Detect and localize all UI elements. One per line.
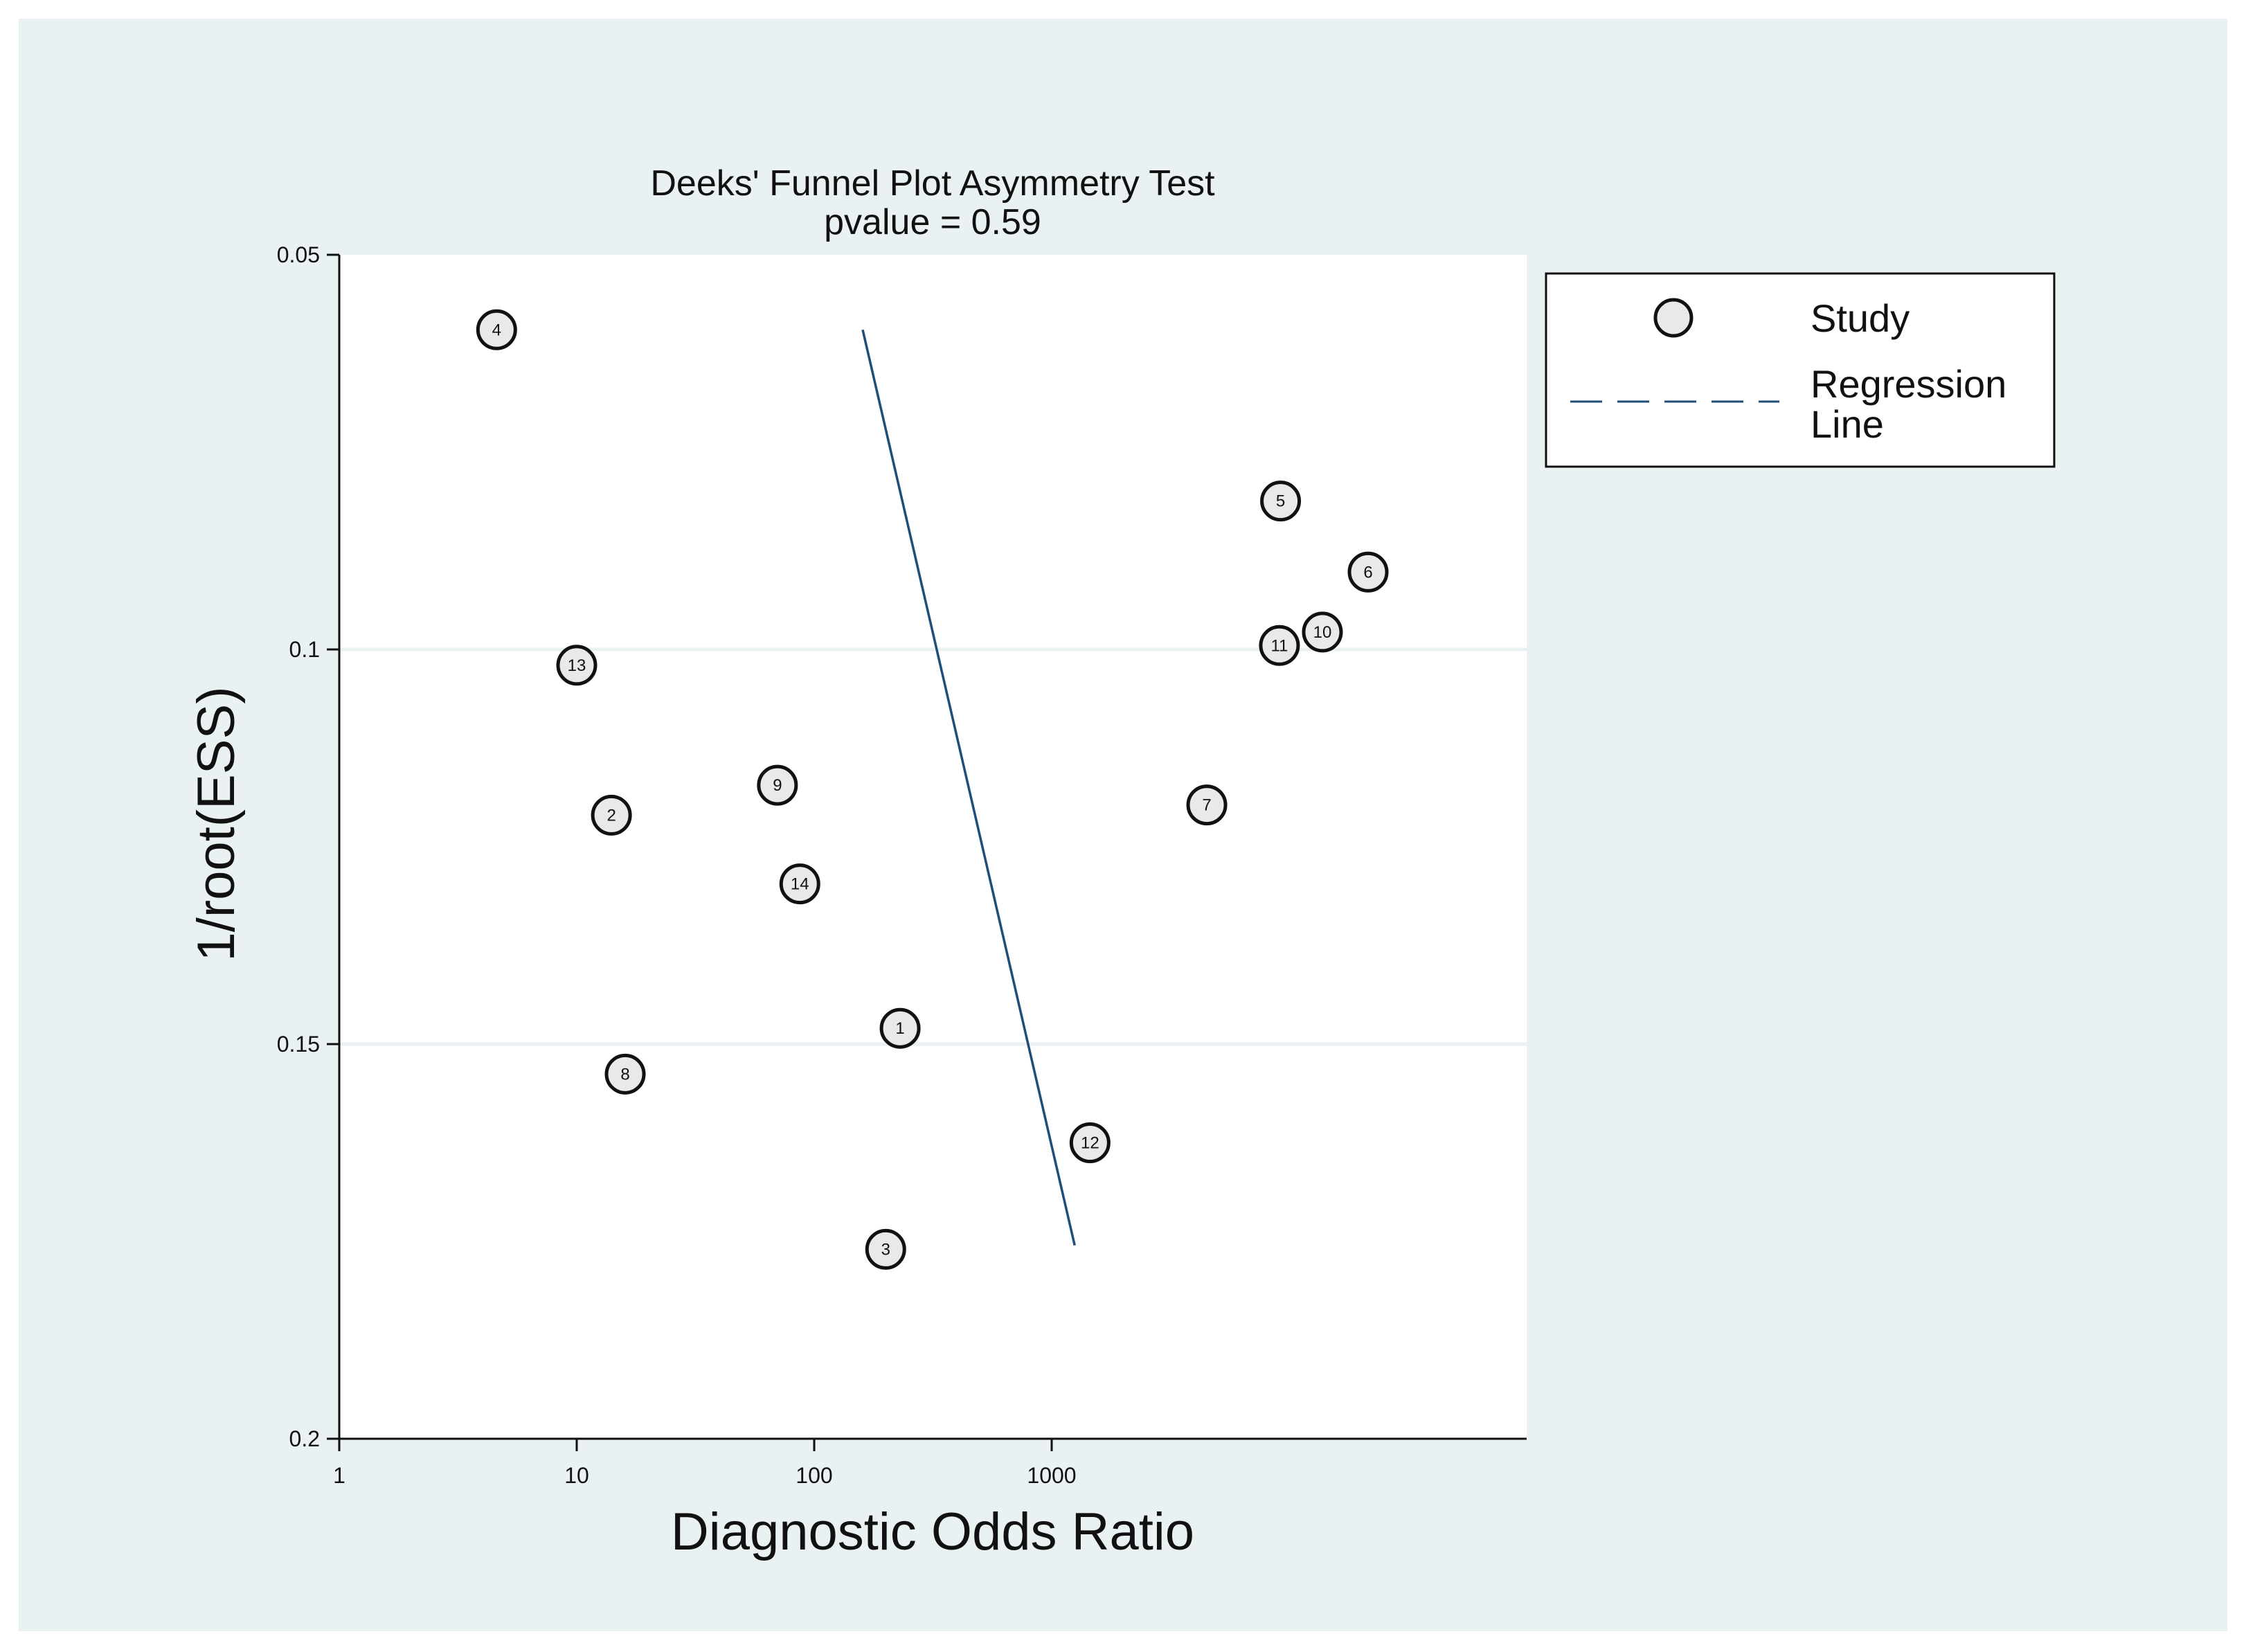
x-axis-ticks: 1 10 100 1000: [333, 1439, 1077, 1488]
x-axis-title: Diagnostic Odds Ratio: [671, 1502, 1194, 1561]
y-axis-title: 1/root(ESS): [187, 686, 246, 961]
y-tick-label-0: 0.05: [277, 242, 320, 267]
legend-study-label: Study: [1811, 296, 1910, 340]
x-tick-label-0: 1: [333, 1463, 345, 1488]
axes: [338, 255, 1527, 1440]
study-point-4: [476, 309, 517, 350]
study-point-label-12: 12: [1081, 1134, 1099, 1153]
study-point-5: [1260, 481, 1302, 522]
x-tick-label-2: 100: [796, 1463, 832, 1488]
study-point-12: [1069, 1122, 1111, 1163]
study-point-label-10: 10: [1313, 623, 1332, 642]
study-point-label-4: 4: [492, 321, 501, 339]
x-tick-label-3: 1000: [1027, 1463, 1076, 1488]
y-axis-ticks: 0.05 0.1 0.15 0.2: [277, 242, 339, 1451]
study-point-13: [556, 645, 598, 686]
study-point-label-9: 9: [773, 776, 782, 795]
legend-study-marker: [1653, 298, 1694, 338]
chart-title: Deeks' Funnel Plot Asymmetry Test: [650, 163, 1215, 204]
study-point-label-5: 5: [1276, 492, 1285, 511]
study-point-label-14: 14: [791, 875, 809, 894]
plot-area: [339, 255, 1527, 1439]
legend: Study Regression Line: [1545, 272, 2056, 468]
study-point-label-2: 2: [607, 806, 616, 825]
legend-regression-label-line2: Line: [1811, 402, 1884, 446]
study-point-3: [865, 1228, 906, 1270]
study-point-2: [591, 794, 632, 836]
study-point-6: [1347, 551, 1389, 593]
study-point-8: [604, 1053, 646, 1095]
y-tick-label-1: 0.1: [289, 637, 320, 662]
study-point-10: [1302, 611, 1343, 653]
study-point-label-8: 8: [620, 1065, 629, 1084]
chart-subtitle: pvalue = 0.59: [824, 202, 1041, 242]
y-tick-label-3: 0.2: [289, 1426, 320, 1451]
study-point-14: [779, 863, 820, 905]
study-point-1: [879, 1007, 921, 1049]
y-tick-label-2: 0.15: [277, 1032, 320, 1057]
regression-line: [861, 329, 1076, 1246]
x-tick-label-1: 10: [564, 1463, 589, 1488]
regression-line-group: [861, 329, 1076, 1246]
study-point-label-11: 11: [1270, 636, 1288, 655]
study-point-label-1: 1: [895, 1019, 904, 1038]
study-point-label-13: 13: [568, 656, 586, 675]
legend-regression-label-line1: Regression: [1811, 362, 2006, 406]
study-point-label-6: 6: [1363, 563, 1372, 582]
study-point-label-7: 7: [1202, 796, 1211, 815]
legend-box: [1545, 272, 2056, 468]
study-point-7: [1186, 784, 1228, 826]
study-point-11: [1259, 625, 1300, 666]
study-point-9: [757, 764, 798, 806]
study-point-label-3: 3: [881, 1240, 890, 1259]
